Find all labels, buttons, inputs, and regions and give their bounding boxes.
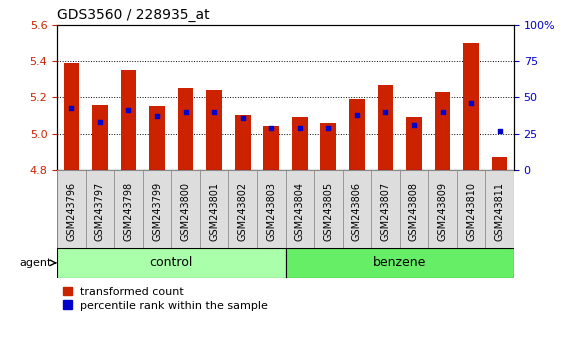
Text: GSM243796: GSM243796 [66, 182, 77, 241]
Bar [235, 115, 251, 170]
Text: GSM243808: GSM243808 [409, 182, 419, 241]
Bar [143, 170, 171, 248]
Text: GSM243807: GSM243807 [380, 182, 391, 241]
Bar [377, 85, 393, 170]
Point [124, 108, 133, 113]
Text: GSM243802: GSM243802 [238, 182, 248, 241]
Text: GSM243804: GSM243804 [295, 182, 305, 241]
Text: GSM243798: GSM243798 [123, 182, 134, 241]
Bar [200, 170, 228, 248]
Bar [57, 248, 286, 278]
Bar [206, 90, 222, 170]
Bar [120, 70, 136, 170]
Point [295, 125, 304, 131]
Legend: transformed count, percentile rank within the sample: transformed count, percentile rank withi… [63, 287, 268, 310]
Point [352, 112, 361, 118]
Point [152, 113, 162, 119]
Text: GSM243801: GSM243801 [209, 182, 219, 241]
Bar [428, 170, 457, 248]
Point [67, 105, 76, 110]
Bar [457, 170, 485, 248]
Bar [228, 170, 257, 248]
Bar [286, 170, 314, 248]
Text: GSM243806: GSM243806 [352, 182, 362, 241]
Bar [320, 123, 336, 170]
Bar [343, 170, 371, 248]
Bar [171, 170, 200, 248]
Bar [292, 117, 308, 170]
Text: GSM243811: GSM243811 [494, 182, 505, 241]
Bar [463, 43, 479, 170]
Text: GSM243797: GSM243797 [95, 182, 105, 241]
Bar [371, 170, 400, 248]
Point [438, 109, 447, 115]
Text: benzene: benzene [373, 256, 427, 269]
Bar [349, 99, 365, 170]
Bar [92, 105, 108, 170]
Bar [492, 157, 508, 170]
Point [95, 119, 104, 125]
Bar [149, 107, 165, 170]
Text: GSM243800: GSM243800 [180, 182, 191, 241]
Point [267, 125, 276, 131]
Bar [257, 170, 286, 248]
Text: GSM243805: GSM243805 [323, 182, 333, 241]
Bar [400, 170, 428, 248]
Bar [63, 63, 79, 170]
Bar [286, 248, 514, 278]
Bar [314, 170, 343, 248]
Point [238, 115, 247, 120]
Text: GDS3560 / 228935_at: GDS3560 / 228935_at [57, 8, 210, 22]
Bar [114, 170, 143, 248]
Point [409, 122, 419, 128]
Text: GSM243803: GSM243803 [266, 182, 276, 241]
Text: GSM243809: GSM243809 [437, 182, 448, 241]
Point [181, 109, 190, 115]
Bar [86, 170, 114, 248]
Text: GSM243810: GSM243810 [466, 182, 476, 241]
Point [324, 125, 333, 131]
Bar [57, 170, 86, 248]
Text: agent: agent [19, 258, 51, 268]
Bar [178, 88, 194, 170]
Bar [435, 92, 451, 170]
Text: control: control [150, 256, 193, 269]
Bar [406, 117, 422, 170]
Point [210, 109, 219, 115]
Point [381, 109, 390, 115]
Text: GSM243799: GSM243799 [152, 182, 162, 241]
Bar [485, 170, 514, 248]
Point [495, 128, 504, 133]
Point [467, 100, 476, 106]
Bar [263, 126, 279, 170]
